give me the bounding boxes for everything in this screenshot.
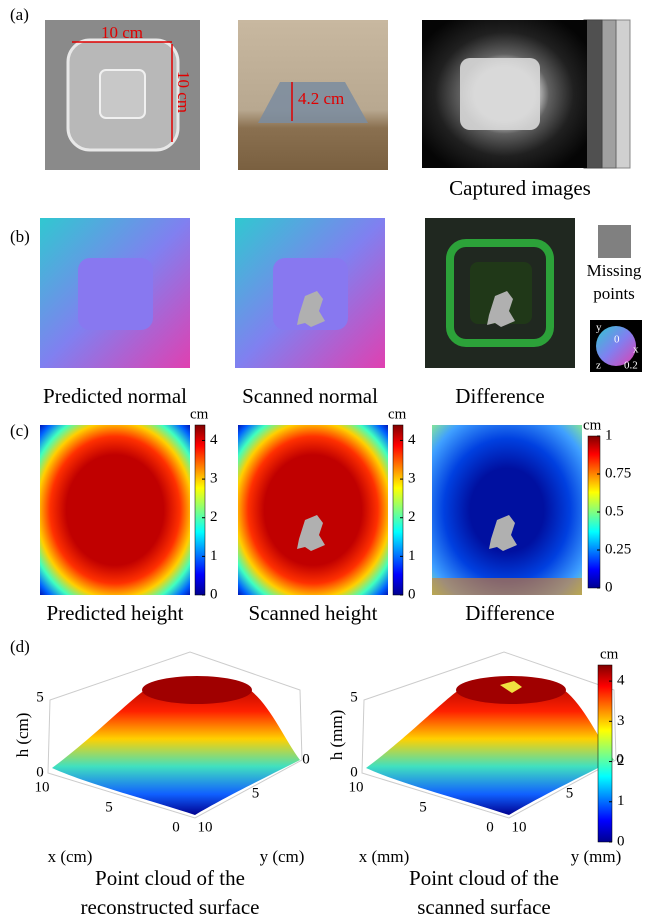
- caption: Difference: [465, 601, 554, 625]
- x-tick-label: 10: [35, 779, 50, 795]
- x-tick-label: 0: [172, 819, 180, 835]
- wheel-label: z: [596, 360, 601, 372]
- z-tick-label: 0: [36, 764, 44, 780]
- caption: Scanned height: [249, 601, 378, 625]
- colorbar-tick-label: 2: [408, 509, 416, 525]
- colorbar-unit: cm: [190, 406, 209, 422]
- caption: Point cloud of the: [95, 866, 245, 890]
- colorbar-tick-label: 1: [210, 548, 218, 564]
- panel-label: (d): [10, 637, 30, 656]
- colorbar-tick-label: 3: [408, 471, 416, 487]
- plot-3d: [362, 652, 616, 818]
- colorbar-tick-label: 4: [617, 673, 625, 689]
- y-tick-label: 5: [566, 785, 574, 801]
- z-axis-label: h (mm): [327, 710, 346, 761]
- legend-text: points: [593, 284, 635, 303]
- y-axis-label: y (mm): [571, 847, 622, 866]
- legend-text: Missing: [587, 261, 642, 280]
- caption: Predicted normal: [43, 384, 187, 408]
- colorbar-unit: cm: [583, 417, 602, 433]
- y-tick-label: 10: [198, 819, 213, 835]
- wheel-label: x: [633, 344, 639, 356]
- colorbar-unit: cm: [388, 406, 407, 422]
- colorbar: [195, 425, 205, 595]
- colorbar-tick-label: 0.5: [605, 503, 624, 519]
- x-axis-label: x (cm): [48, 847, 93, 866]
- wheel-label: y: [596, 322, 602, 334]
- annotation: 10 cm: [174, 71, 193, 113]
- y-tick-label: 0: [302, 751, 310, 767]
- y-tick-label: 10: [512, 819, 527, 835]
- x-tick-label: 10: [349, 779, 364, 795]
- colorbar-tick-label: 4: [408, 432, 416, 448]
- captured-top: [460, 58, 540, 130]
- colorbar-tick-label: 0: [210, 586, 218, 602]
- colorbar-tick-label: 0.75: [605, 465, 631, 481]
- caption: scanned surface: [417, 895, 551, 918]
- caption: Point cloud of the: [409, 866, 559, 890]
- z-tick-label: 5: [36, 689, 44, 705]
- normal-top: [78, 258, 153, 330]
- missing-legend: [598, 225, 631, 258]
- caption: Difference: [455, 384, 544, 408]
- panel-label: (b): [10, 227, 30, 246]
- annotation: 4.2 cm: [298, 89, 344, 108]
- colorbar-tick-label: 0: [408, 586, 416, 602]
- panel-label: (c): [10, 421, 29, 440]
- page: {"a": {"label": "(a)", "width_label": "1…: [0, 0, 653, 918]
- height-map: [40, 425, 190, 595]
- colorbar-tick-label: 3: [617, 713, 625, 729]
- colorbar-tick-label: 0: [605, 579, 613, 595]
- x-tick-label: 0: [486, 819, 494, 835]
- annotation: 10 cm: [101, 23, 143, 42]
- colorbar-tick-label: 3: [210, 471, 218, 487]
- x-tick-label: 5: [419, 799, 427, 815]
- colorbar: [598, 665, 612, 842]
- figure: (a) 10 cm 10 cm 4.2 cm Captured images (…: [0, 0, 653, 918]
- colorbar-tick-label: 4: [210, 432, 218, 448]
- x-axis-label: x (mm): [359, 847, 410, 866]
- panel-label: (a): [10, 5, 29, 24]
- colorbar-unit: cm: [600, 646, 619, 662]
- y-axis-label: y (cm): [260, 847, 305, 866]
- caption: Captured images: [449, 176, 591, 200]
- colorbar: [393, 425, 403, 595]
- z-axis-label: h (cm): [13, 713, 32, 758]
- mold-top: [100, 70, 145, 118]
- colorbar-tick-label: 2: [210, 509, 218, 525]
- colorbar-tick-label: 1: [617, 793, 625, 809]
- colorbar-tick-label: 1: [605, 427, 613, 443]
- y-tick-label: 5: [252, 785, 260, 801]
- caption: reconstructed surface: [81, 895, 260, 918]
- z-tick-label: 5: [350, 689, 358, 705]
- x-tick-label: 5: [105, 799, 113, 815]
- plot-3d: [48, 652, 302, 818]
- surface-top: [142, 676, 252, 704]
- colorbar-tick-label: 1: [408, 548, 416, 564]
- difference-edge: [432, 578, 582, 595]
- z-tick-label: 0: [350, 764, 358, 780]
- caption: Predicted height: [46, 601, 183, 625]
- caption: Scanned normal: [242, 384, 378, 408]
- colorbar-tick-label: 0.25: [605, 541, 631, 557]
- wheel-label: 0.2: [624, 360, 638, 372]
- y-tick-label: 0: [616, 751, 624, 767]
- height-map: [238, 425, 388, 595]
- wheel-label: 0: [614, 334, 620, 346]
- difference-height-map: [432, 425, 582, 595]
